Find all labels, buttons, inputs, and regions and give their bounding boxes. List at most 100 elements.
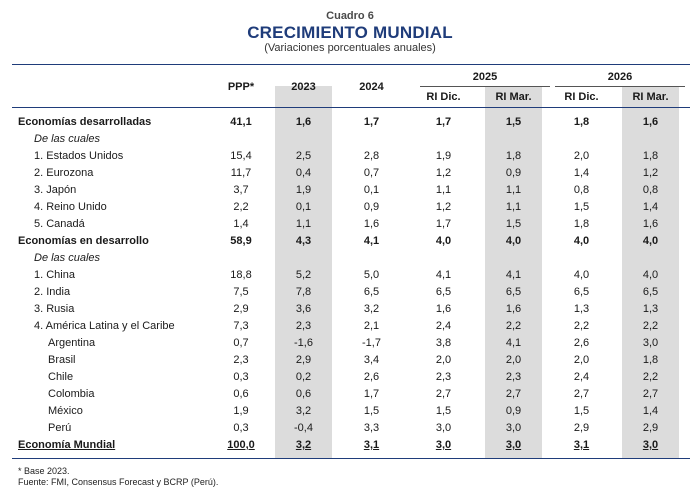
col-header-2026: 2026 (607, 71, 633, 83)
row-value: 2,3 (505, 371, 522, 383)
row-value: 7,8 (295, 286, 312, 298)
row-value: 3,2 (363, 303, 380, 315)
row-label: Brasil (48, 354, 76, 366)
row-value: 1,6 (435, 303, 452, 315)
row-value: 1,3 (642, 303, 659, 315)
row-value: 1,1 (435, 184, 452, 196)
row-label: De las cuales (34, 133, 101, 145)
col-header-2025-ridic: RI Dic. (426, 91, 461, 103)
row-value: 2,0 (505, 354, 522, 366)
row-value: 4,1 (435, 269, 452, 281)
row-value: 1,7 (363, 116, 380, 128)
row-value: 0,3 (233, 371, 249, 383)
row-value: 1,9 (233, 405, 249, 417)
row-value: 2,3 (435, 371, 452, 383)
row-value: 1,7 (435, 116, 452, 128)
row-value: 2,2 (642, 320, 659, 332)
row-value: 3,3 (363, 422, 380, 434)
row-value: 2,0 (573, 354, 590, 366)
row-value: 4,1 (505, 269, 522, 281)
row-value: 1,6 (642, 218, 659, 230)
row-value: 2,2 (573, 320, 590, 332)
col-header-2025: 2025 (472, 71, 498, 83)
row-value: 1,6 (363, 218, 380, 230)
row-label: 1. Estados Unidos (34, 150, 124, 162)
row-value: 0,4 (295, 167, 312, 179)
top-rule (12, 64, 690, 65)
row-value: 2,2 (505, 320, 522, 332)
row-value: 3,0 (435, 439, 452, 451)
row-value: 3,0 (642, 337, 659, 349)
row-value: 2,5 (295, 150, 312, 162)
table-number: Cuadro 6 (326, 10, 374, 22)
row-label: 2. Eurozona (34, 167, 94, 179)
row-value: 58,9 (230, 235, 252, 247)
row-value: 0,6 (295, 388, 312, 400)
row-value: 2,0 (435, 354, 452, 366)
row-value: 1,5 (435, 405, 452, 417)
row-value: 2,9 (642, 422, 659, 434)
row-value: 0,3 (233, 422, 249, 434)
row-value: 1,9 (295, 184, 312, 196)
row-value: 0,9 (505, 167, 522, 179)
col-header-2024: 2024 (359, 81, 384, 93)
row-label: Economías en desarrollo (18, 235, 149, 247)
row-value: 4,0 (573, 235, 590, 247)
row-value: 4,1 (505, 337, 522, 349)
row-label: Colombia (48, 388, 95, 400)
row-value: 2,9 (295, 354, 312, 366)
row-value: 1,2 (435, 201, 452, 213)
row-value: 1,4 (233, 218, 249, 230)
row-value: 41,1 (230, 116, 252, 128)
row-value: 1,7 (435, 218, 452, 230)
row-value: 18,8 (230, 269, 252, 281)
row-value: 1,5 (363, 405, 380, 417)
row-value: 1,4 (573, 167, 590, 179)
row-value: 2,8 (363, 150, 380, 162)
table-subtitle: (Variaciones porcentuales anuales) (264, 42, 436, 54)
row-value: 11,7 (230, 167, 252, 179)
row-label: 4. Reino Unido (34, 201, 107, 213)
row-value: 2,4 (435, 320, 452, 332)
row-value: 6,5 (435, 286, 452, 298)
row-value: 0,9 (363, 201, 380, 213)
row-value: 3,7 (233, 184, 249, 196)
row-value: 1,8 (505, 150, 522, 162)
row-value: -1,6 (294, 337, 313, 349)
row-value: 5,2 (295, 269, 312, 281)
row-value: 4,0 (435, 235, 452, 247)
row-value: 0,2 (295, 371, 312, 383)
row-value: 3,1 (573, 439, 590, 451)
row-value: 1,6 (505, 303, 522, 315)
row-value: 6,5 (573, 286, 590, 298)
header-rule (12, 107, 690, 108)
row-label: Chile (48, 371, 74, 383)
row-value: 1,5 (505, 116, 522, 128)
row-value: 0,6 (233, 388, 249, 400)
row-value: 6,5 (642, 286, 659, 298)
row-value: -0,4 (294, 422, 313, 434)
row-label: 3. Japón (34, 184, 77, 196)
shade-col-2026-rimar (622, 86, 679, 458)
row-label: 2. India (34, 286, 71, 298)
row-value: 1,1 (505, 201, 522, 213)
row-label: Argentina (48, 337, 96, 349)
row-value: 3,2 (295, 405, 312, 417)
row-value: 0,8 (642, 184, 659, 196)
col-header-2026-ridic: RI Dic. (564, 91, 599, 103)
row-value: 0,7 (233, 337, 249, 349)
row-value: 2,3 (295, 320, 312, 332)
row-value: 1,4 (642, 201, 659, 213)
row-value: 100,0 (227, 439, 255, 451)
row-value: 1,2 (642, 167, 659, 179)
col-header-2025-rimar: RI Mar. (495, 91, 532, 103)
row-label: 1. China (34, 269, 75, 281)
row-label: 4. América Latina y el Caribe (34, 320, 175, 332)
row-value: 1,8 (573, 116, 590, 128)
row-value: -1,7 (362, 337, 381, 349)
row-value: 3,0 (642, 439, 659, 451)
row-value: 7,3 (233, 320, 249, 332)
row-value: 0,8 (573, 184, 590, 196)
group-line-2026 (555, 86, 685, 87)
row-value: 5,0 (363, 269, 380, 281)
